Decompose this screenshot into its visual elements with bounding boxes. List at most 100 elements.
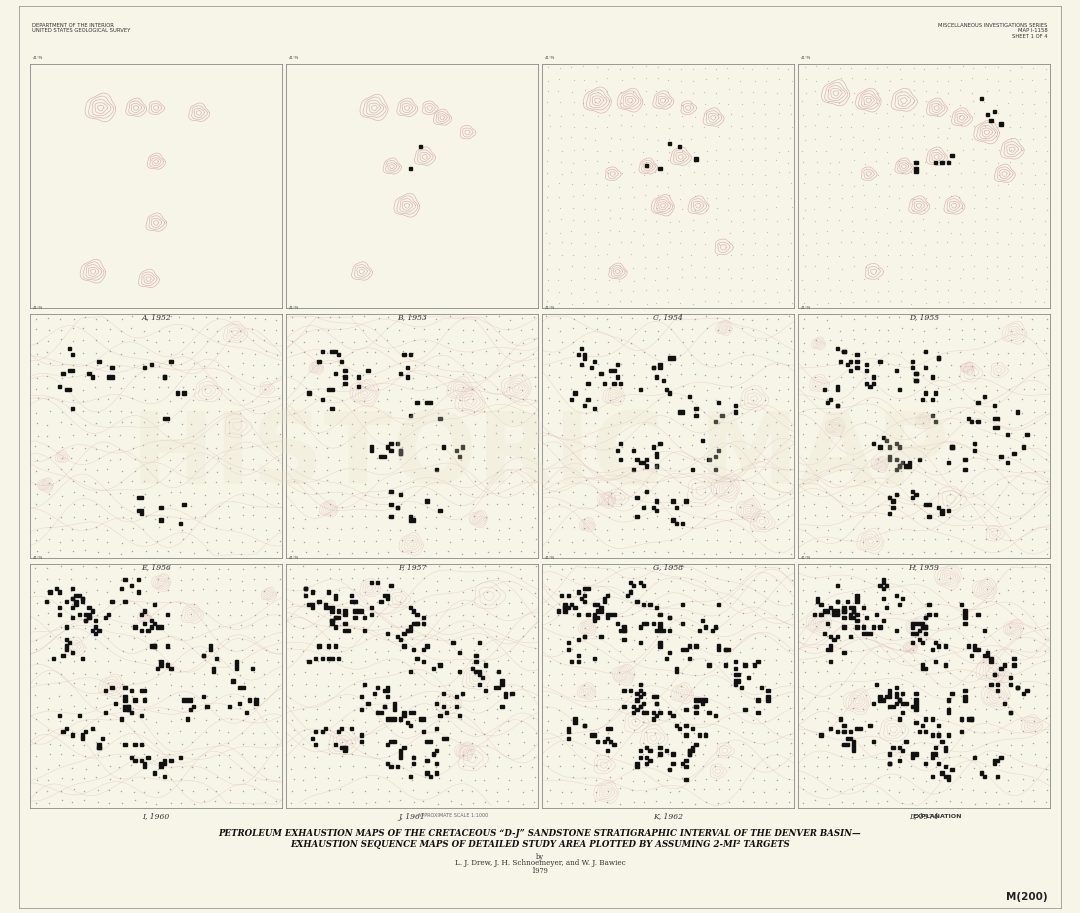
Point <box>525 499 542 514</box>
Point <box>708 571 726 585</box>
Point <box>454 379 471 394</box>
Point <box>807 236 824 251</box>
Text: B, 1953: B, 1953 <box>397 313 427 320</box>
Point <box>586 522 604 537</box>
Bar <box>343 750 347 752</box>
Point <box>869 771 887 785</box>
Point <box>767 272 784 287</box>
Point <box>598 356 616 371</box>
Bar <box>422 718 426 720</box>
Bar <box>400 452 403 455</box>
Point <box>904 358 921 373</box>
Point <box>162 463 179 477</box>
Point <box>756 167 773 182</box>
Point <box>565 677 582 691</box>
Point <box>1025 200 1042 215</box>
Bar <box>665 657 669 660</box>
Point <box>476 596 494 611</box>
Point <box>941 464 958 478</box>
Point <box>148 450 165 465</box>
Point <box>966 394 983 408</box>
Bar <box>484 664 487 666</box>
Point <box>833 406 850 421</box>
Point <box>867 738 885 752</box>
Point <box>869 760 887 774</box>
Point <box>906 392 923 406</box>
Point <box>1036 654 1053 668</box>
Point <box>942 487 959 501</box>
Point <box>869 168 887 183</box>
Point <box>686 797 703 812</box>
Point <box>599 543 617 558</box>
Point <box>842 165 860 180</box>
Point <box>659 653 676 667</box>
Point <box>553 677 570 692</box>
Bar <box>71 597 75 600</box>
Point <box>756 369 773 383</box>
Point <box>624 260 642 275</box>
Bar <box>409 628 413 632</box>
Point <box>102 701 119 716</box>
Point <box>525 487 542 501</box>
Point <box>369 679 387 694</box>
Point <box>489 382 507 396</box>
Point <box>268 461 285 476</box>
Point <box>638 178 656 193</box>
Bar <box>409 724 413 727</box>
Point <box>403 760 420 774</box>
Point <box>430 644 447 658</box>
Point <box>708 70 726 85</box>
Bar <box>872 442 875 446</box>
Point <box>720 711 738 726</box>
Point <box>221 620 239 635</box>
Point <box>65 630 82 645</box>
Point <box>514 404 531 419</box>
Point <box>527 726 544 740</box>
Point <box>73 394 91 408</box>
Point <box>866 200 883 215</box>
Point <box>684 617 701 632</box>
Point <box>893 667 910 682</box>
Bar <box>931 774 934 778</box>
Point <box>696 225 713 239</box>
Point <box>684 427 701 442</box>
Point <box>599 497 617 511</box>
Point <box>551 95 568 110</box>
Point <box>808 297 825 311</box>
Bar <box>648 750 651 752</box>
Bar <box>950 154 954 157</box>
Point <box>345 795 362 810</box>
Point <box>819 629 836 644</box>
Point <box>1036 404 1053 419</box>
Point <box>550 532 567 547</box>
Bar <box>638 461 642 465</box>
Bar <box>947 774 950 778</box>
Point <box>577 320 594 335</box>
Point <box>245 381 262 395</box>
Bar <box>740 686 743 689</box>
Point <box>75 784 92 799</box>
Point <box>796 60 813 75</box>
Point <box>357 596 375 611</box>
Point <box>612 332 630 347</box>
Point <box>858 211 875 226</box>
Point <box>976 415 994 429</box>
Point <box>356 654 374 668</box>
Point <box>1027 667 1044 682</box>
Point <box>125 738 143 752</box>
Point <box>648 404 665 419</box>
Bar <box>842 350 846 353</box>
Point <box>950 664 968 678</box>
Point <box>842 415 860 430</box>
Point <box>878 415 895 430</box>
Point <box>869 547 887 561</box>
Point <box>111 771 129 785</box>
Point <box>137 311 154 326</box>
Point <box>475 714 492 729</box>
Point <box>769 593 786 608</box>
Point <box>589 59 606 74</box>
Bar <box>842 724 846 727</box>
Point <box>672 391 689 405</box>
Bar <box>455 448 458 452</box>
Bar <box>950 446 954 448</box>
